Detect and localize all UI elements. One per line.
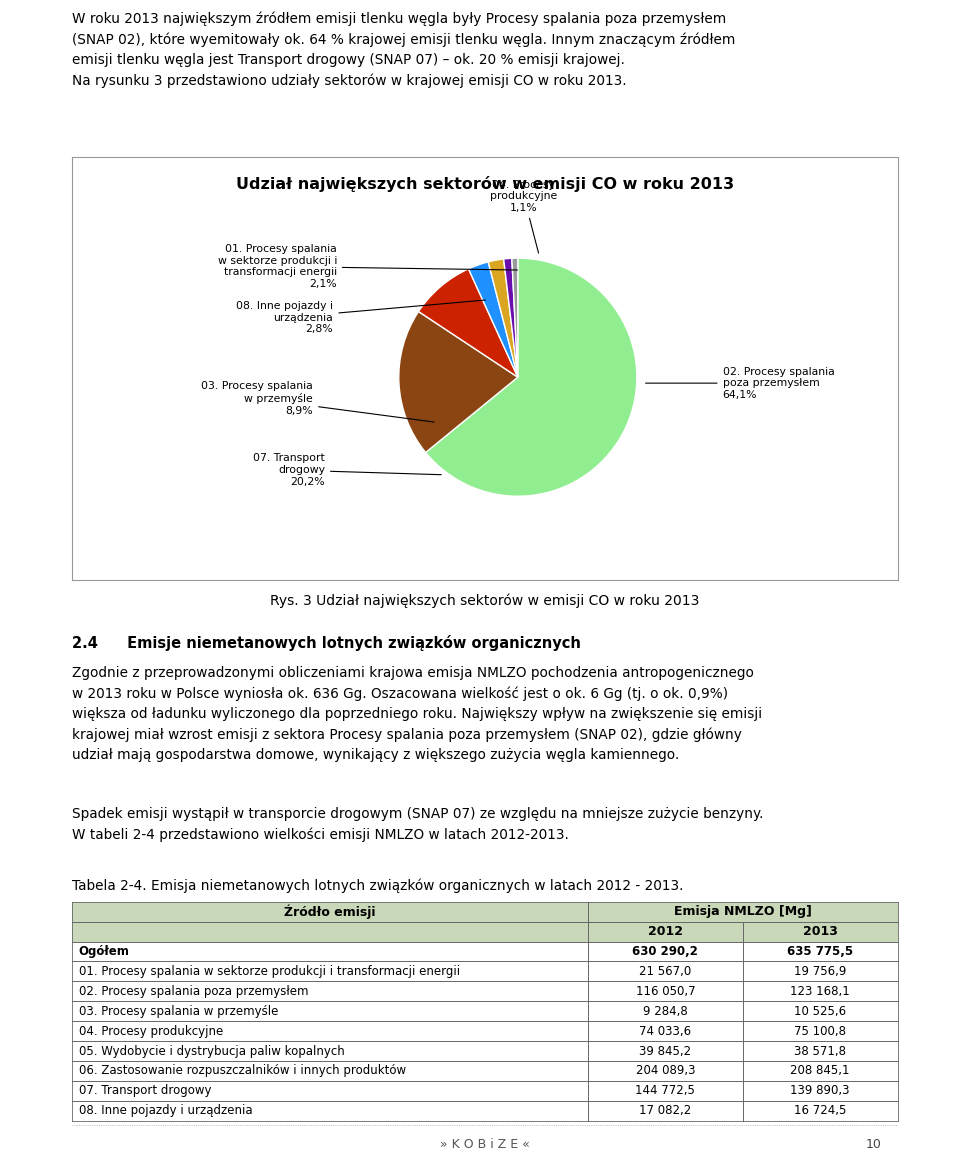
Text: 03. Procesy spalania
w przemyśle
8,9%: 03. Procesy spalania w przemyśle 8,9%	[202, 381, 434, 422]
Text: 21 567,0: 21 567,0	[639, 965, 691, 977]
Bar	[72, 922, 588, 941]
Text: 03. Procesy spalania w przemyśle: 03. Procesy spalania w przemyśle	[79, 1004, 278, 1018]
Bar	[743, 1101, 898, 1121]
Text: 05. Wydobycie i dystrybucja paliw kopalnych: 05. Wydobycie i dystrybucja paliw kopaln…	[79, 1045, 345, 1058]
Text: 144 772,5: 144 772,5	[636, 1085, 695, 1097]
Bar	[72, 1061, 588, 1081]
Bar	[588, 1081, 743, 1101]
Text: Zgodnie z przeprowadzonymi obliczeniami krajowa emisja NMLZO pochodzenia antropo: Zgodnie z przeprowadzonymi obliczeniami …	[72, 666, 762, 762]
Text: 08. Inne pojazdy i urządzenia: 08. Inne pojazdy i urządzenia	[79, 1104, 252, 1117]
Text: 04. Procesy produkcyjne: 04. Procesy produkcyjne	[79, 1025, 223, 1038]
Text: 02. Procesy spalania
poza przemysłem
64,1%: 02. Procesy spalania poza przemysłem 64,…	[645, 367, 834, 400]
Text: 06. Zastosowanie rozpuszczalników i innych produktów: 06. Zastosowanie rozpuszczalników i inny…	[79, 1065, 406, 1078]
Bar	[588, 1001, 743, 1022]
Text: » K O B i Z E «: » K O B i Z E «	[440, 1138, 530, 1151]
Text: Źródło emisji: Źródło emisji	[284, 904, 375, 919]
Bar	[72, 1042, 588, 1061]
Bar	[72, 902, 588, 922]
Text: Tabela 2-4. Emisja niemetanowych lotnych związków organicznych w latach 2012 - 2: Tabela 2-4. Emisja niemetanowych lotnych…	[72, 878, 684, 892]
Text: 630 290,2: 630 290,2	[633, 945, 698, 958]
Text: Ogółem: Ogółem	[79, 945, 130, 958]
Text: W roku 2013 największym źródłem emisji tlenku węgla były Procesy spalania poza p: W roku 2013 największym źródłem emisji t…	[72, 12, 735, 87]
Text: 04. Procesy
produkcyjne
1,1%: 04. Procesy produkcyjne 1,1%	[491, 179, 558, 253]
Text: 10: 10	[865, 1138, 881, 1151]
Bar	[743, 1022, 898, 1042]
Bar	[72, 981, 588, 1001]
Bar	[588, 1101, 743, 1121]
Text: 07. Transport drogowy: 07. Transport drogowy	[79, 1085, 211, 1097]
Text: 2012: 2012	[648, 925, 683, 938]
Text: Emisja NMLZO [Mg]: Emisja NMLZO [Mg]	[674, 905, 812, 918]
Bar	[72, 1001, 588, 1022]
Text: 02. Procesy spalania poza przemysłem: 02. Procesy spalania poza przemysłem	[79, 984, 308, 997]
Bar	[743, 1042, 898, 1061]
Bar	[72, 1022, 588, 1042]
Text: 10 525,6: 10 525,6	[794, 1004, 847, 1018]
Bar	[743, 941, 898, 961]
Bar	[743, 961, 898, 981]
Text: Rys. 3 Udział największych sektorów w emisji CO w roku 2013: Rys. 3 Udział największych sektorów w em…	[270, 594, 700, 608]
Text: 39 845,2: 39 845,2	[639, 1045, 691, 1058]
Wedge shape	[468, 262, 517, 377]
Bar	[588, 981, 743, 1001]
Bar	[743, 1061, 898, 1081]
Wedge shape	[398, 311, 517, 452]
Text: 123 168,1: 123 168,1	[790, 984, 850, 997]
Wedge shape	[504, 259, 517, 377]
Bar	[72, 1081, 588, 1101]
Bar	[588, 941, 743, 961]
Bar	[743, 1001, 898, 1022]
Text: 74 033,6: 74 033,6	[639, 1025, 691, 1038]
Text: 635 775,5: 635 775,5	[787, 945, 853, 958]
Text: 07. Transport
drogowy
20,2%: 07. Transport drogowy 20,2%	[253, 453, 442, 487]
Bar	[72, 941, 588, 961]
Text: 01. Procesy spalania
w sektorze produkcji i
transformacji energii
2,1%: 01. Procesy spalania w sektorze produkcj…	[218, 245, 517, 289]
Text: 38 571,8: 38 571,8	[794, 1045, 846, 1058]
Bar	[588, 902, 898, 922]
Text: Udział największych sektorów w emisji CO w roku 2013: Udział największych sektorów w emisji CO…	[236, 176, 733, 192]
Text: 19 756,9: 19 756,9	[794, 965, 847, 977]
Bar	[588, 922, 743, 941]
Wedge shape	[489, 259, 517, 377]
Text: 08. Inne pojazdy i
urządzenia
2,8%: 08. Inne pojazdy i urządzenia 2,8%	[236, 301, 486, 334]
Bar	[588, 1022, 743, 1042]
Bar	[588, 1042, 743, 1061]
Text: 2013: 2013	[803, 925, 838, 938]
Text: 16 724,5: 16 724,5	[794, 1104, 847, 1117]
Wedge shape	[512, 259, 517, 377]
Text: 01. Procesy spalania w sektorze produkcji i transformacji energii: 01. Procesy spalania w sektorze produkcj…	[79, 965, 460, 977]
Text: Spadek emisji wystąpił w transporcie drogowym (SNAP 07) ze względu na mniejsze z: Spadek emisji wystąpił w transporcie dro…	[72, 807, 763, 842]
Text: 75 100,8: 75 100,8	[794, 1025, 846, 1038]
Bar	[588, 1061, 743, 1081]
Text: 116 050,7: 116 050,7	[636, 984, 695, 997]
Text: 2.4  Emisje niemetanowych lotnych związków organicznych: 2.4 Emisje niemetanowych lotnych związkó…	[72, 635, 581, 651]
Wedge shape	[425, 259, 636, 496]
Text: 204 089,3: 204 089,3	[636, 1065, 695, 1078]
Bar	[743, 981, 898, 1001]
Text: 139 890,3: 139 890,3	[790, 1085, 850, 1097]
Wedge shape	[419, 269, 517, 377]
Text: 17 082,2: 17 082,2	[639, 1104, 691, 1117]
Bar	[743, 922, 898, 941]
Text: 208 845,1: 208 845,1	[790, 1065, 850, 1078]
Bar	[72, 1101, 588, 1121]
Text: 9 284,8: 9 284,8	[643, 1004, 687, 1018]
Bar	[588, 961, 743, 981]
Bar	[72, 961, 588, 981]
Bar	[743, 1081, 898, 1101]
